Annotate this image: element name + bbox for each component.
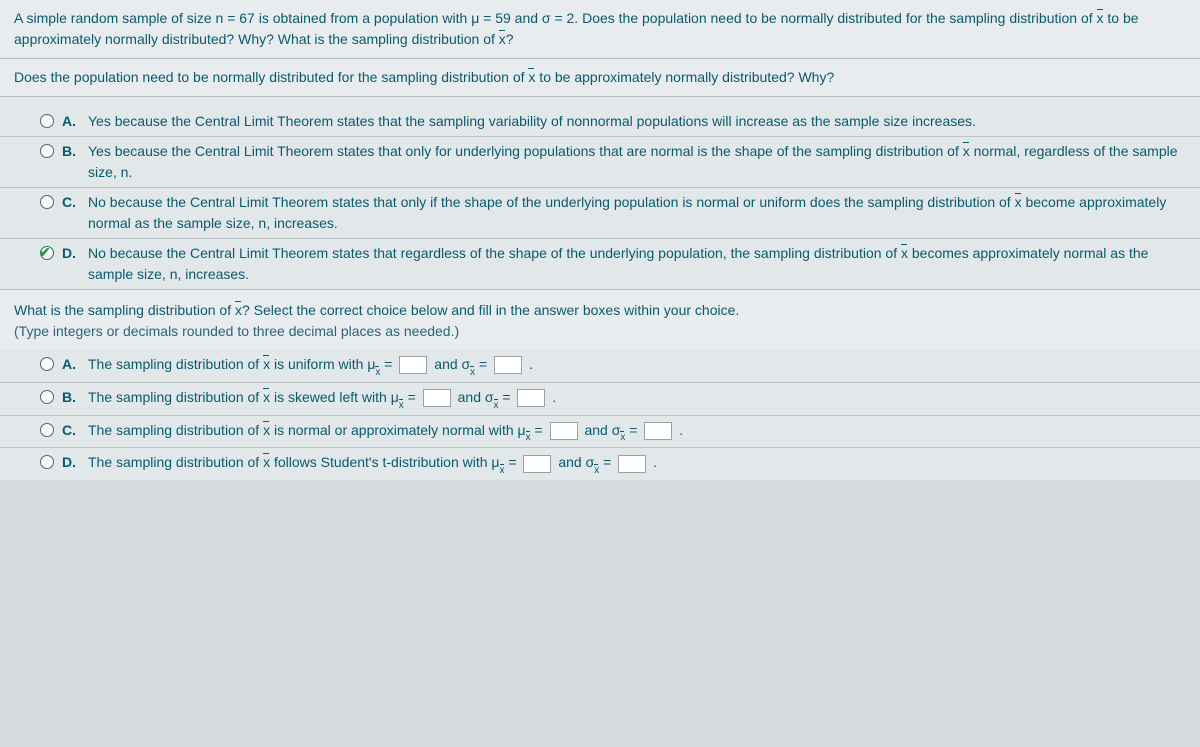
option-letter: C. (62, 420, 80, 441)
option-text: The sampling distribution of x is unifor… (88, 354, 1186, 378)
answer-input-mu[interactable] (399, 356, 427, 374)
radio-icon[interactable] (40, 455, 54, 469)
option-letter: C. (62, 192, 80, 213)
part2-prompt: What is the sampling distribution of x? … (0, 289, 1200, 350)
option-letter: A. (62, 111, 80, 132)
answer-input-mu[interactable] (523, 455, 551, 473)
answer-input-sigma[interactable] (517, 389, 545, 407)
answer-input-sigma[interactable] (618, 455, 646, 473)
xbar-symbol: x (901, 243, 908, 264)
part1-prompt: Does the population need to be normally … (0, 59, 1200, 97)
option-text: No because the Central Limit Theorem sta… (88, 192, 1186, 234)
xbar-symbol: x (499, 29, 506, 50)
option-text: The sampling distribution of x follows S… (88, 452, 1186, 476)
part1-text-a: Does the population need to be normally … (14, 69, 528, 85)
option-row[interactable]: A. Yes because the Central Limit Theorem… (0, 107, 1200, 136)
option-text: The sampling distribution of x is skewed… (88, 387, 1186, 411)
radio-icon[interactable] (40, 423, 54, 437)
option-text: No because the Central Limit Theorem sta… (88, 243, 1186, 285)
answer-input-mu[interactable] (423, 389, 451, 407)
option-letter: B. (62, 387, 80, 408)
option-row[interactable]: A. The sampling distribution of x is uni… (0, 350, 1200, 382)
xbar-symbol: x (235, 300, 242, 321)
option-text: Yes because the Central Limit Theorem st… (88, 111, 1186, 132)
option-letter: D. (62, 452, 80, 473)
part1-options: A. Yes because the Central Limit Theorem… (0, 97, 1200, 289)
option-row[interactable]: C. The sampling distribution of x is nor… (0, 416, 1200, 448)
answer-input-sigma[interactable] (494, 356, 522, 374)
radio-icon[interactable] (40, 195, 54, 209)
question-text-1: A simple random sample of size n = 67 is… (14, 10, 1097, 26)
question-header: A simple random sample of size n = 67 is… (0, 0, 1200, 59)
option-row[interactable]: D. The sampling distribution of x follow… (0, 448, 1200, 480)
xbar-symbol: x (263, 387, 270, 408)
radio-icon[interactable] (40, 114, 54, 128)
xbar-symbol: x (528, 67, 535, 88)
radio-icon[interactable] (40, 357, 54, 371)
option-row[interactable]: B. Yes because the Central Limit Theorem… (0, 137, 1200, 187)
option-row[interactable]: C. No because the Central Limit Theorem … (0, 188, 1200, 238)
xbar-symbol: x (1097, 8, 1104, 29)
radio-icon[interactable] (40, 144, 54, 158)
option-letter: A. (62, 354, 80, 375)
xbar-symbol: x (1015, 192, 1022, 213)
radio-icon[interactable] (40, 390, 54, 404)
option-row[interactable]: D. No because the Central Limit Theorem … (0, 239, 1200, 289)
part2-text-a: What is the sampling distribution of (14, 302, 235, 318)
xbar-symbol: x (263, 420, 270, 441)
option-letter: D. (62, 243, 80, 264)
xbar-symbol: x (263, 354, 270, 375)
answer-input-sigma[interactable] (644, 422, 672, 440)
part2-options: A. The sampling distribution of x is uni… (0, 350, 1200, 480)
option-text: Yes because the Central Limit Theorem st… (88, 141, 1186, 183)
option-letter: B. (62, 141, 80, 162)
radio-icon-checked[interactable] (40, 246, 54, 260)
question-text-1c: ? (506, 31, 514, 47)
part2-text-b: ? Select the correct choice below and fi… (242, 302, 739, 318)
option-text: The sampling distribution of x is normal… (88, 420, 1186, 444)
option-row[interactable]: B. The sampling distribution of x is ske… (0, 383, 1200, 415)
xbar-symbol: x (963, 141, 970, 162)
part1-text-b: to be approximately normally distributed… (535, 69, 834, 85)
xbar-symbol: x (263, 452, 270, 473)
part2-hint: (Type integers or decimals rounded to th… (14, 323, 459, 339)
answer-input-mu[interactable] (550, 422, 578, 440)
